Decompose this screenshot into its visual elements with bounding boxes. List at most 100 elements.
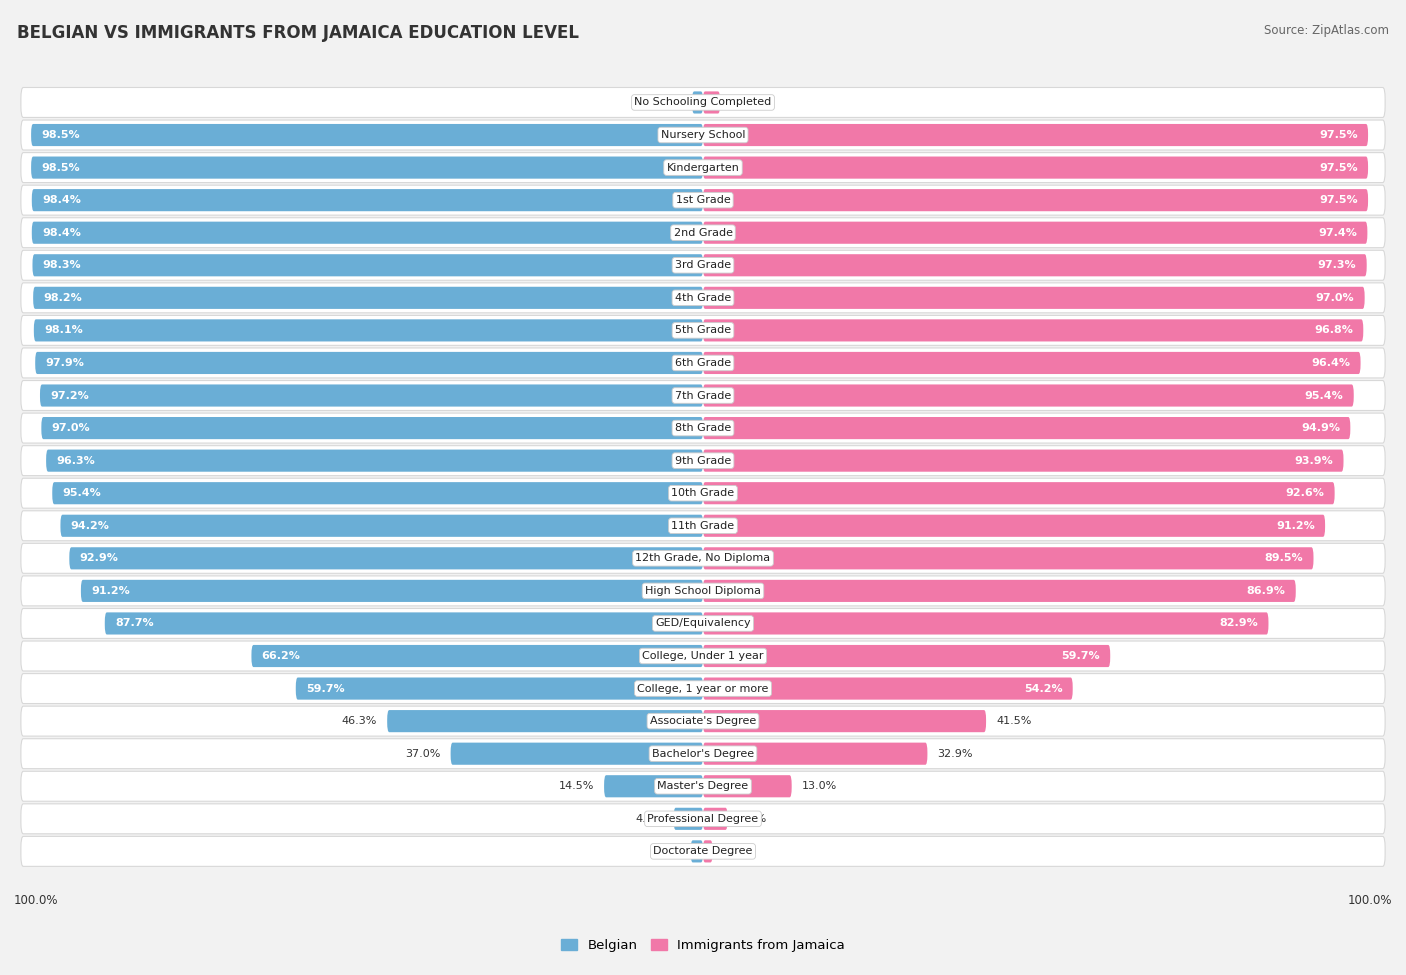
Text: 13.0%: 13.0% <box>801 781 837 792</box>
FancyBboxPatch shape <box>21 446 1385 476</box>
Text: 59.7%: 59.7% <box>307 683 344 693</box>
Text: 97.0%: 97.0% <box>1316 292 1354 303</box>
Text: 98.5%: 98.5% <box>41 163 80 173</box>
Text: 12th Grade, No Diploma: 12th Grade, No Diploma <box>636 554 770 564</box>
Text: 97.4%: 97.4% <box>1319 228 1357 238</box>
Text: 4.3%: 4.3% <box>636 814 664 824</box>
FancyBboxPatch shape <box>703 221 1368 244</box>
FancyBboxPatch shape <box>673 807 703 830</box>
Text: 91.2%: 91.2% <box>91 586 129 596</box>
FancyBboxPatch shape <box>703 449 1344 472</box>
FancyBboxPatch shape <box>703 352 1361 374</box>
FancyBboxPatch shape <box>21 380 1385 410</box>
FancyBboxPatch shape <box>252 644 703 667</box>
Text: No Schooling Completed: No Schooling Completed <box>634 98 772 107</box>
FancyBboxPatch shape <box>21 739 1385 768</box>
Text: High School Diploma: High School Diploma <box>645 586 761 596</box>
FancyBboxPatch shape <box>21 837 1385 867</box>
Text: College, Under 1 year: College, Under 1 year <box>643 651 763 661</box>
FancyBboxPatch shape <box>295 678 703 700</box>
FancyBboxPatch shape <box>21 88 1385 117</box>
FancyBboxPatch shape <box>21 511 1385 541</box>
FancyBboxPatch shape <box>21 641 1385 671</box>
Text: 2nd Grade: 2nd Grade <box>673 228 733 238</box>
Text: 37.0%: 37.0% <box>405 749 440 759</box>
FancyBboxPatch shape <box>21 543 1385 573</box>
FancyBboxPatch shape <box>21 120 1385 150</box>
Text: 93.9%: 93.9% <box>1295 455 1333 466</box>
FancyBboxPatch shape <box>39 384 703 407</box>
Text: 100.0%: 100.0% <box>1347 894 1392 907</box>
Text: 97.5%: 97.5% <box>1319 163 1358 173</box>
Text: 91.2%: 91.2% <box>1277 521 1315 530</box>
Text: Kindergarten: Kindergarten <box>666 163 740 173</box>
FancyBboxPatch shape <box>703 743 928 764</box>
Text: 98.1%: 98.1% <box>44 326 83 335</box>
Text: 98.4%: 98.4% <box>42 228 82 238</box>
FancyBboxPatch shape <box>32 254 703 276</box>
FancyBboxPatch shape <box>21 153 1385 182</box>
FancyBboxPatch shape <box>41 417 703 439</box>
Text: 66.2%: 66.2% <box>262 651 301 661</box>
FancyBboxPatch shape <box>703 612 1268 635</box>
Text: Nursery School: Nursery School <box>661 130 745 140</box>
Text: 96.4%: 96.4% <box>1312 358 1350 368</box>
Text: 1.6%: 1.6% <box>654 98 682 107</box>
Text: 1.4%: 1.4% <box>723 846 751 856</box>
Text: 1.8%: 1.8% <box>652 846 681 856</box>
Text: 94.9%: 94.9% <box>1301 423 1340 433</box>
FancyBboxPatch shape <box>46 449 703 472</box>
Text: 11th Grade: 11th Grade <box>672 521 734 530</box>
FancyBboxPatch shape <box>52 482 703 504</box>
Text: 97.5%: 97.5% <box>1319 130 1358 140</box>
Text: 46.3%: 46.3% <box>342 716 377 726</box>
Text: 32.9%: 32.9% <box>938 749 973 759</box>
Text: 92.9%: 92.9% <box>80 554 118 564</box>
Text: 6th Grade: 6th Grade <box>675 358 731 368</box>
Text: 98.3%: 98.3% <box>42 260 82 270</box>
Text: 97.2%: 97.2% <box>51 391 89 401</box>
FancyBboxPatch shape <box>703 840 713 863</box>
FancyBboxPatch shape <box>21 413 1385 443</box>
FancyBboxPatch shape <box>31 124 703 146</box>
Text: Associate's Degree: Associate's Degree <box>650 716 756 726</box>
Text: 100.0%: 100.0% <box>14 894 59 907</box>
Text: 95.4%: 95.4% <box>1305 391 1344 401</box>
FancyBboxPatch shape <box>703 124 1368 146</box>
Text: 86.9%: 86.9% <box>1247 586 1285 596</box>
Text: 89.5%: 89.5% <box>1264 554 1303 564</box>
Text: 87.7%: 87.7% <box>115 618 153 629</box>
FancyBboxPatch shape <box>690 840 703 863</box>
Text: 98.2%: 98.2% <box>44 292 82 303</box>
FancyBboxPatch shape <box>21 283 1385 313</box>
FancyBboxPatch shape <box>21 803 1385 834</box>
FancyBboxPatch shape <box>703 92 720 113</box>
Text: 97.3%: 97.3% <box>1317 260 1357 270</box>
FancyBboxPatch shape <box>21 706 1385 736</box>
FancyBboxPatch shape <box>34 320 703 341</box>
FancyBboxPatch shape <box>703 515 1324 537</box>
FancyBboxPatch shape <box>21 478 1385 508</box>
FancyBboxPatch shape <box>703 320 1364 341</box>
Text: Doctorate Degree: Doctorate Degree <box>654 846 752 856</box>
FancyBboxPatch shape <box>21 348 1385 378</box>
Text: 4th Grade: 4th Grade <box>675 292 731 303</box>
FancyBboxPatch shape <box>703 482 1334 504</box>
FancyBboxPatch shape <box>703 678 1073 700</box>
FancyBboxPatch shape <box>703 644 1111 667</box>
FancyBboxPatch shape <box>703 807 727 830</box>
FancyBboxPatch shape <box>450 743 703 764</box>
FancyBboxPatch shape <box>21 185 1385 215</box>
Text: College, 1 year or more: College, 1 year or more <box>637 683 769 693</box>
Text: 10th Grade: 10th Grade <box>672 488 734 498</box>
Legend: Belgian, Immigrants from Jamaica: Belgian, Immigrants from Jamaica <box>555 934 851 957</box>
Text: 97.0%: 97.0% <box>52 423 90 433</box>
Text: 95.4%: 95.4% <box>62 488 101 498</box>
FancyBboxPatch shape <box>692 92 703 113</box>
FancyBboxPatch shape <box>703 384 1354 407</box>
Text: 96.8%: 96.8% <box>1315 326 1353 335</box>
Text: 98.5%: 98.5% <box>41 130 80 140</box>
Text: 1st Grade: 1st Grade <box>676 195 730 205</box>
FancyBboxPatch shape <box>703 287 1365 309</box>
FancyBboxPatch shape <box>31 157 703 178</box>
